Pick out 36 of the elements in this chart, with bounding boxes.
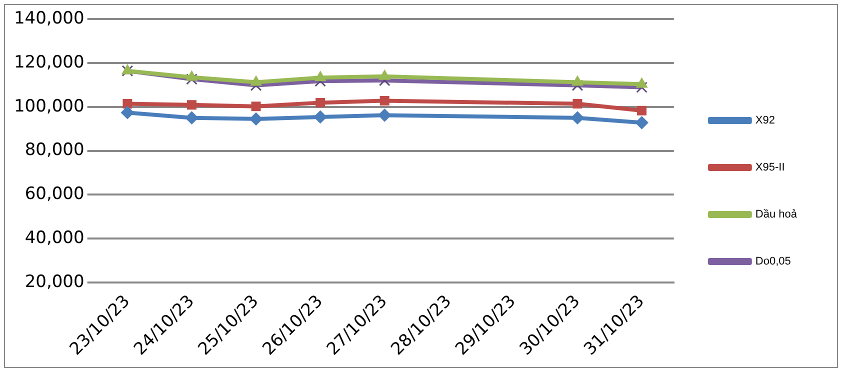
point <box>637 106 647 116</box>
point <box>635 116 648 130</box>
y-tick-label: 60,000 <box>24 184 84 204</box>
y-tick-label: 20,000 <box>24 272 84 292</box>
point <box>636 82 648 94</box>
point <box>186 70 198 81</box>
point <box>251 102 261 112</box>
point <box>314 110 327 124</box>
point <box>314 71 326 82</box>
y-tick-label: 80,000 <box>24 140 84 160</box>
point <box>186 73 198 85</box>
point <box>250 76 262 86</box>
point <box>380 96 390 106</box>
point <box>122 64 134 74</box>
point <box>378 108 392 122</box>
point <box>186 100 196 110</box>
point <box>316 98 326 108</box>
y-tick-label: 120,000 <box>14 52 84 72</box>
legend-label: Do0,05 <box>755 256 791 268</box>
y-tick-label: 40,000 <box>24 228 84 248</box>
legend-label: X95-II <box>755 162 785 174</box>
point <box>572 80 584 92</box>
point <box>122 65 134 77</box>
point <box>572 99 582 109</box>
legend-label: X92 <box>755 114 775 127</box>
point <box>185 111 198 124</box>
point <box>636 78 648 88</box>
y-tick-label: 100,000 <box>14 96 84 116</box>
y-tick-label: 140,000 <box>14 8 84 28</box>
point <box>122 99 132 109</box>
legend-label: Dầu hoả <box>755 208 798 221</box>
point <box>378 70 390 80</box>
point <box>120 106 134 120</box>
point <box>572 76 584 86</box>
point <box>570 111 584 124</box>
point <box>250 112 263 126</box>
